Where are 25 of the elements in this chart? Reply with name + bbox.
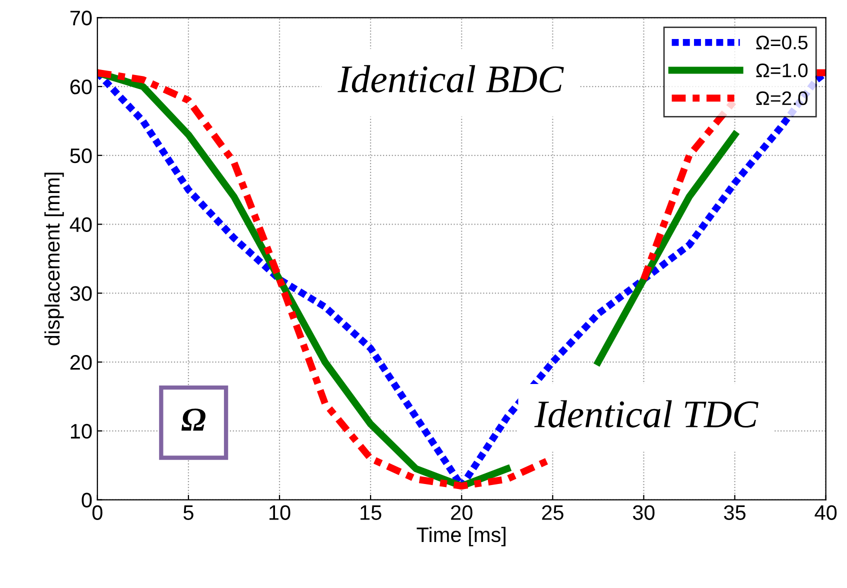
- x-axis-title: Time [ms]: [416, 526, 506, 546]
- annotation: Identical TDC: [534, 400, 758, 428]
- y-tick-label: 10: [70, 424, 92, 439]
- x-tick-label: 5: [184, 505, 194, 520]
- y-tick-label: 20: [70, 355, 92, 370]
- annotation: Identical BDC: [338, 65, 564, 92]
- legend-label: Ω=1.0: [756, 64, 808, 78]
- legend-label: Ω=0.5: [756, 36, 808, 50]
- x-tick-label: 30: [632, 505, 654, 520]
- annotation: Ω: [181, 408, 206, 431]
- y-tick-label: 70: [70, 10, 92, 26]
- x-tick-label: 10: [270, 505, 290, 520]
- x-tick-label: 25: [542, 505, 564, 520]
- y-tick-label: 60: [70, 80, 92, 94]
- y-tick-label: 40: [70, 217, 92, 232]
- x-tick-label: 20: [451, 505, 472, 520]
- y-axis-title: displacement [mm]: [44, 172, 64, 346]
- y-tick-label: 0: [82, 492, 92, 508]
- y-tick-label: 30: [70, 286, 92, 301]
- x-tick-label: 0: [92, 505, 102, 520]
- x-tick-label: 35: [724, 505, 746, 520]
- legend-label: Ω=2.0: [756, 91, 808, 106]
- x-tick-label: 40: [814, 505, 837, 520]
- y-tick-label: 50: [70, 148, 92, 164]
- x-tick-label: 15: [360, 505, 382, 520]
